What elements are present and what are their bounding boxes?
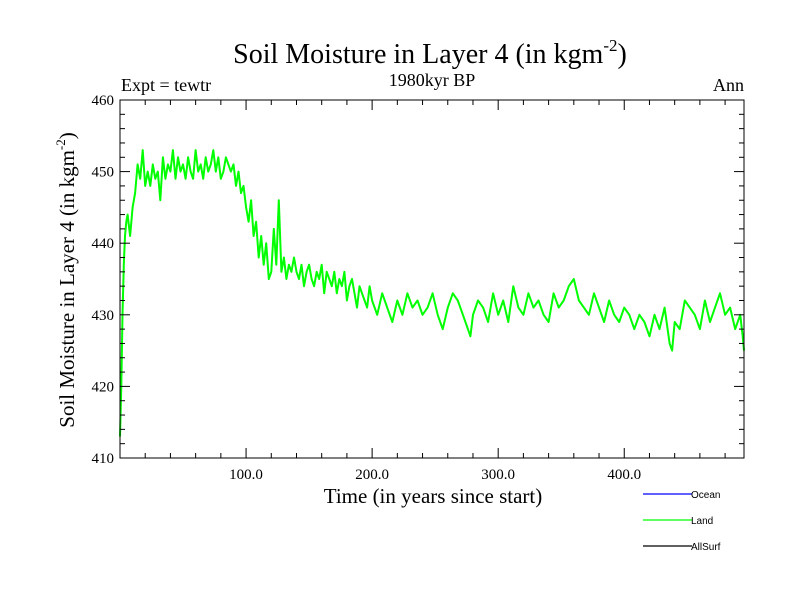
legend: Ocean Land AllSurf xyxy=(643,490,721,553)
x-axis-label: Time (in years since start) xyxy=(324,484,543,508)
plot-frame xyxy=(119,99,745,459)
y-tick-label: 430 xyxy=(92,308,115,324)
y-tick-label: 440 xyxy=(92,236,115,252)
subtitle-right: Ann xyxy=(713,75,744,95)
chart-title-close: ) xyxy=(618,39,627,70)
axis-ticks: 410 420 430 440 450 460 100.0 200.0 300.0 400.0 xyxy=(92,93,744,483)
legend-label-ocean: Ocean xyxy=(691,490,720,501)
x-tick-label: 300.0 xyxy=(481,467,515,483)
y-axis-label-sup: -2 xyxy=(53,139,68,150)
legend-label-allsurf: AllSurf xyxy=(691,542,721,553)
chart-title: Soil Moisture in Layer 4 (in kgm-2) xyxy=(233,36,627,70)
y-tick-label: 410 xyxy=(92,451,115,467)
x-tick-label: 100.0 xyxy=(229,467,263,483)
x-tick-label: 200.0 xyxy=(355,467,389,483)
subtitle-left: Expt = tewtr xyxy=(121,75,211,95)
y-tick-label: 460 xyxy=(92,93,115,109)
y-tick-label: 420 xyxy=(92,379,115,395)
chart-title-sup: -2 xyxy=(603,36,617,55)
series-line-land xyxy=(119,149,745,437)
plot-data xyxy=(119,149,745,437)
y-axis-label-close: ) xyxy=(55,132,79,139)
y-axis-label: Soil Moisture in Layer 4 (in kgm-2) xyxy=(53,132,79,427)
x-tick-label: 400.0 xyxy=(607,467,641,483)
y-axis-label-main: Soil Moisture in Layer 4 (in kgm xyxy=(55,150,79,428)
y-tick-label: 450 xyxy=(92,165,115,181)
chart-title-main: Soil Moisture in Layer 4 (in kgm xyxy=(233,39,603,70)
subtitle-center: 1980kyr BP xyxy=(389,70,476,90)
legend-label-land: Land xyxy=(691,516,713,527)
